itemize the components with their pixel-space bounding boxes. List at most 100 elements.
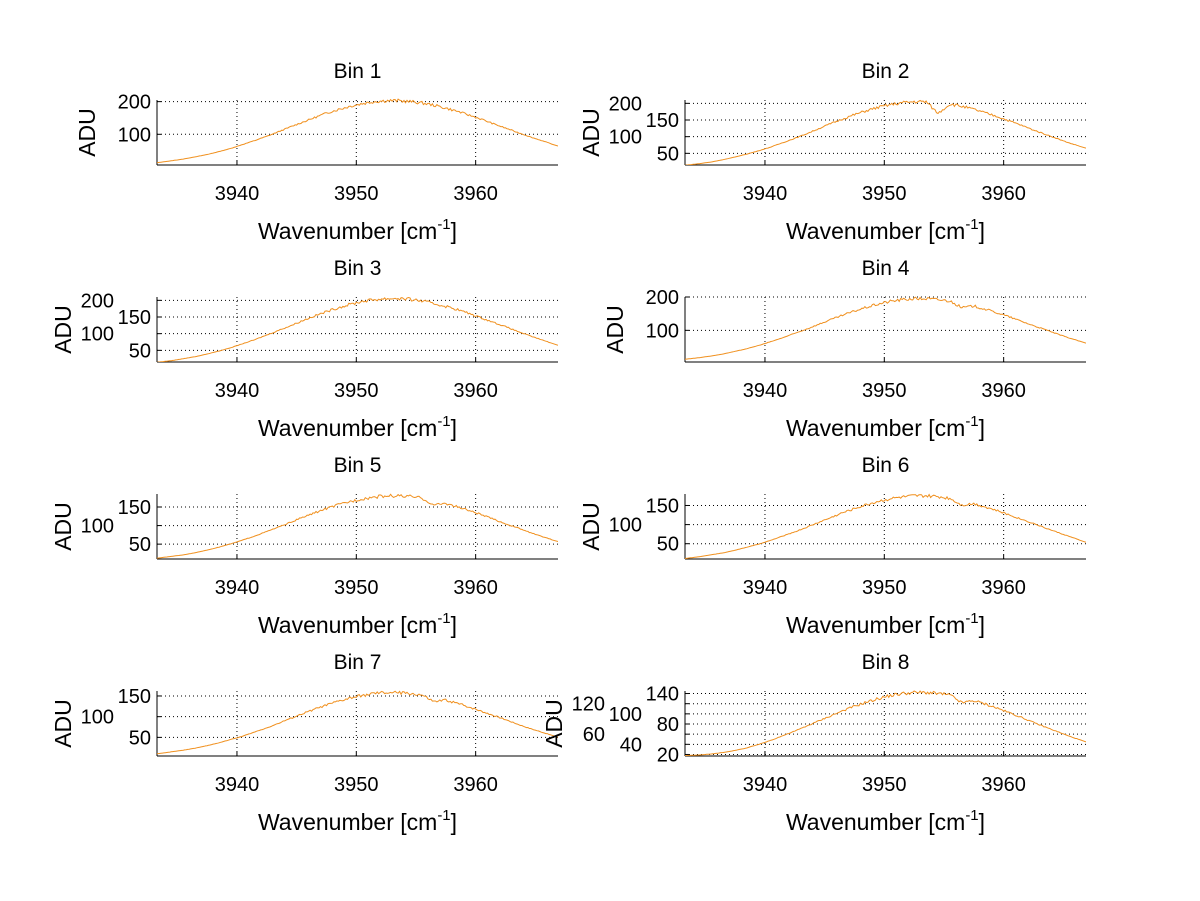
x-axis-label: Wavenumber [cm-1] — [258, 610, 457, 638]
subplot-4: 3940 3950 3960 100 200 Bin 4 Wavenumber [cm-1]… — [602, 257, 1086, 441]
x-tick-label: 3940 — [743, 577, 788, 599]
y-tick-label: 120 — [572, 694, 605, 716]
subplot-title: Bin 5 — [334, 454, 382, 477]
y-tick-label: 150 — [118, 686, 151, 708]
x-axis-label-close: ] — [451, 809, 457, 835]
x-tick-label: 3940 — [743, 380, 788, 402]
x-tick-label: 3950 — [862, 577, 907, 599]
series-line-6 — [685, 493, 1086, 559]
y-tick-label: 80 — [657, 714, 679, 736]
x-axis-label: Wavenumber [cm-1] — [786, 807, 985, 835]
y-axis-label: ADU — [578, 502, 604, 551]
x-tick-label: 3960 — [981, 774, 1026, 796]
x-tick-label: 3960 — [453, 183, 498, 205]
x-axis-label-superscript: -1 — [965, 413, 978, 430]
y-tick-label: 150 — [646, 110, 679, 132]
x-tick-label: 3960 — [453, 774, 498, 796]
y-tick-label: 50 — [129, 727, 151, 749]
y-axis-label: ADU — [541, 699, 567, 748]
x-axis-label-superscript: -1 — [437, 807, 450, 824]
x-axis-label: Wavenumber [cm-1] — [786, 413, 985, 441]
y-axis-label: ADU — [602, 305, 628, 354]
x-axis-label-superscript: -1 — [437, 610, 450, 627]
x-tick-label: 3950 — [334, 774, 379, 796]
y-tick-label: 40 — [620, 734, 642, 756]
x-axis-label-text: Wavenumber [cm — [786, 612, 965, 638]
x-axis-label: Wavenumber [cm-1] — [258, 807, 457, 835]
x-tick-label: 3960 — [453, 380, 498, 402]
x-tick-label: 3940 — [215, 577, 260, 599]
x-axis-label-text: Wavenumber [cm — [258, 612, 437, 638]
subplot-title: Bin 4 — [862, 257, 910, 280]
x-tick-label: 3960 — [981, 380, 1026, 402]
y-tick-label: 50 — [657, 143, 679, 165]
y-tick-label: 50 — [657, 534, 679, 556]
y-tick-label: 140 — [646, 684, 679, 706]
subplot-title: Bin 6 — [862, 454, 910, 477]
x-tick-label: 3950 — [862, 380, 907, 402]
x-axis-label: Wavenumber [cm-1] — [258, 216, 457, 244]
y-tick-label: 200 — [646, 287, 679, 309]
y-tick-label: 100 — [646, 320, 679, 342]
y-axis-label: ADU — [74, 108, 100, 157]
x-axis-label-text: Wavenumber [cm — [258, 218, 437, 244]
y-tick-label: 100 — [81, 707, 114, 729]
series-line-4 — [685, 296, 1086, 360]
series-line-8 — [685, 690, 1086, 756]
y-tick-label: 100 — [609, 704, 642, 726]
y-tick-label: 150 — [118, 497, 151, 519]
subplot-title: Bin 1 — [334, 60, 382, 83]
y-axis-label: ADU — [578, 108, 604, 157]
x-tick-label: 3950 — [334, 380, 379, 402]
y-tick-label: 200 — [118, 92, 151, 114]
y-tick-label: 100 — [81, 324, 114, 346]
y-axis-label: ADU — [50, 305, 76, 354]
x-axis-label-close: ] — [979, 218, 985, 244]
subplot-1: 3940 3950 3960 100 200 Bin 1 Wavenumber [cm-1]… — [74, 60, 558, 244]
y-tick-label: 20 — [657, 744, 679, 766]
x-axis-label-superscript: -1 — [437, 216, 450, 233]
series-line-3 — [157, 296, 558, 362]
y-axis-label: ADU — [50, 699, 76, 748]
x-axis-label-text: Wavenumber [cm — [258, 415, 437, 441]
y-tick-label: 200 — [81, 290, 114, 312]
subplot-title: Bin 2 — [862, 60, 910, 83]
x-axis-label: Wavenumber [cm-1] — [258, 413, 457, 441]
x-tick-label: 3950 — [862, 774, 907, 796]
x-axis-label-superscript: -1 — [965, 807, 978, 824]
series-line-7 — [157, 690, 558, 755]
x-axis-label-close: ] — [451, 415, 457, 441]
x-tick-label: 3940 — [215, 183, 260, 205]
x-tick-label: 3950 — [334, 577, 379, 599]
y-tick-label: 100 — [118, 124, 151, 146]
x-axis-label-close: ] — [451, 218, 457, 244]
x-tick-label: 3940 — [215, 774, 260, 796]
y-tick-label: 50 — [129, 534, 151, 556]
x-tick-label: 3940 — [215, 380, 260, 402]
series-line-1 — [157, 98, 558, 164]
y-tick-label: 200 — [609, 93, 642, 115]
subplot-title: Bin 3 — [334, 257, 382, 280]
x-axis-label-text: Wavenumber [cm — [786, 218, 965, 244]
subplot-title: Bin 7 — [334, 651, 382, 674]
subplot-title: Bin 8 — [862, 651, 910, 674]
y-tick-label: 50 — [129, 340, 151, 362]
y-axis-label: ADU — [50, 502, 76, 551]
series-line-2 — [685, 99, 1086, 165]
y-tick-label: 150 — [646, 495, 679, 517]
x-axis-label-close: ] — [979, 612, 985, 638]
y-tick-label: 100 — [609, 515, 642, 537]
x-axis-label-close: ] — [451, 612, 457, 638]
x-axis-label-superscript: -1 — [965, 610, 978, 627]
x-axis-label-superscript: -1 — [437, 413, 450, 430]
series-line-5 — [157, 493, 558, 559]
y-tick-label: 100 — [81, 516, 114, 538]
x-axis-label-close: ] — [979, 809, 985, 835]
x-tick-label: 3950 — [862, 183, 907, 205]
